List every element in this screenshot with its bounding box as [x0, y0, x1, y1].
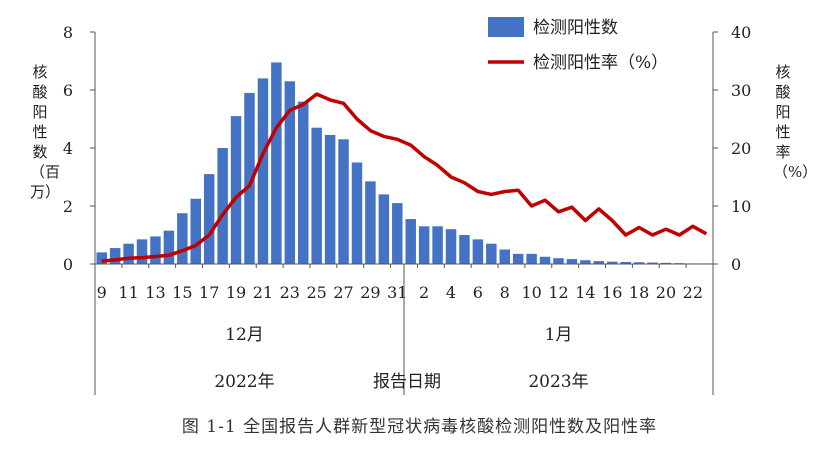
bar-29: [486, 243, 497, 264]
x-tick-label-5: 19: [226, 283, 246, 302]
left-tick-label-0: 0: [63, 255, 73, 274]
bar-19: [351, 162, 363, 264]
bar-30: [499, 249, 511, 264]
month-label-dec: 12月: [225, 325, 264, 345]
month-label-jan: 1月: [545, 325, 573, 345]
x-tick-label-16: 10: [521, 283, 541, 302]
x-tick-label-19: 16: [602, 283, 622, 302]
legend-bar-label: 检测阳性数: [533, 18, 618, 38]
bar-26: [445, 229, 457, 264]
bar-11: [244, 92, 255, 265]
x-tick-label-11: 31: [387, 283, 407, 302]
rate-line-series: [101, 92, 708, 263]
bar-33: [539, 256, 551, 264]
bar-0: [96, 252, 107, 264]
x-tick-label-21: 20: [656, 283, 676, 302]
x-tick-label-9: 27: [333, 283, 353, 302]
x-tick-label-22: 22: [683, 283, 703, 302]
x-tick-label-4: 17: [199, 283, 219, 302]
x-tick-label-17: 12: [548, 283, 568, 302]
right-tick-label-4: 40: [731, 23, 751, 42]
left-axis-label: 核酸阳性数（百万）: [30, 63, 61, 201]
bar-18: [338, 139, 349, 264]
left-tick-label-2: 4: [63, 139, 73, 158]
bar-21: [378, 194, 390, 264]
bar-7: [190, 198, 202, 264]
bar-10: [230, 116, 242, 264]
x-tick-label-14: 6: [473, 283, 483, 302]
bar-6: [177, 213, 188, 264]
x-tick-label-8: 25: [306, 283, 326, 302]
bar-20: [365, 181, 376, 264]
left-tick-label-4: 8: [63, 23, 73, 42]
bar-2: [123, 243, 134, 264]
figure-caption: 图 1-1 全国报告人群新型冠状病毒核酸检测阳性数及阳性率: [181, 417, 658, 437]
bar-4: [150, 236, 161, 264]
x-tick-label-13: 4: [446, 283, 456, 302]
legend-line-label: 检测阳性率（%）: [533, 53, 668, 73]
bar-3: [136, 239, 148, 264]
x-tick-label-15: 8: [500, 283, 510, 302]
bar-17: [324, 134, 336, 264]
x-axis-title: 报告日期: [373, 372, 441, 392]
bar-14: [284, 81, 296, 264]
bar-9: [217, 148, 228, 264]
bar-12: [257, 78, 269, 265]
bar-8: [203, 174, 215, 264]
bar-28: [472, 239, 484, 264]
bar-22: [392, 203, 403, 264]
bar-24: [418, 226, 430, 264]
bar-32: [526, 253, 537, 264]
year-label-2023: 2023年: [528, 372, 588, 392]
bar-15: [297, 101, 309, 264]
bar-41: [647, 262, 658, 264]
bar-34: [553, 258, 564, 264]
bar-36: [580, 260, 591, 264]
x-tick-label-10: 29: [360, 283, 380, 302]
bar-23: [405, 219, 416, 264]
bar-35: [566, 259, 578, 264]
bar-37: [593, 261, 605, 264]
right-tick-label-3: 30: [731, 81, 751, 100]
left-tick-label-1: 2: [63, 197, 73, 216]
right-axis-label: 核酸阳性率（%）: [773, 63, 818, 181]
bar-series: [96, 62, 712, 265]
right-tick-label-1: 10: [731, 197, 751, 216]
x-tick-label-18: 14: [575, 283, 595, 302]
x-tick-label-1: 11: [118, 283, 138, 302]
bar-39: [620, 261, 631, 264]
bar-13: [271, 62, 282, 265]
x-tick-label-20: 18: [629, 283, 649, 302]
legend-bar-swatch: [488, 17, 524, 37]
x-tick-label-0: 9: [97, 283, 107, 302]
bar-38: [606, 261, 618, 264]
bar-27: [459, 235, 470, 264]
bar-5: [163, 230, 175, 264]
bar-31: [512, 253, 524, 264]
left-tick-label-3: 6: [63, 81, 73, 100]
bar-42: [660, 262, 672, 264]
year-label-2022: 2022年: [214, 372, 274, 392]
bar-40: [633, 262, 645, 264]
x-tick-label-6: 21: [253, 283, 273, 302]
x-tick-label-7: 23: [280, 283, 300, 302]
x-tick-label-12: 2: [419, 283, 429, 302]
right-tick-label-2: 20: [731, 139, 751, 158]
bar-1: [109, 248, 121, 264]
bar-16: [311, 127, 322, 264]
x-tick-label-3: 15: [172, 283, 192, 302]
x-tick-label-2: 13: [145, 283, 165, 302]
bar-25: [432, 226, 443, 264]
right-tick-label-0: 0: [731, 255, 741, 274]
